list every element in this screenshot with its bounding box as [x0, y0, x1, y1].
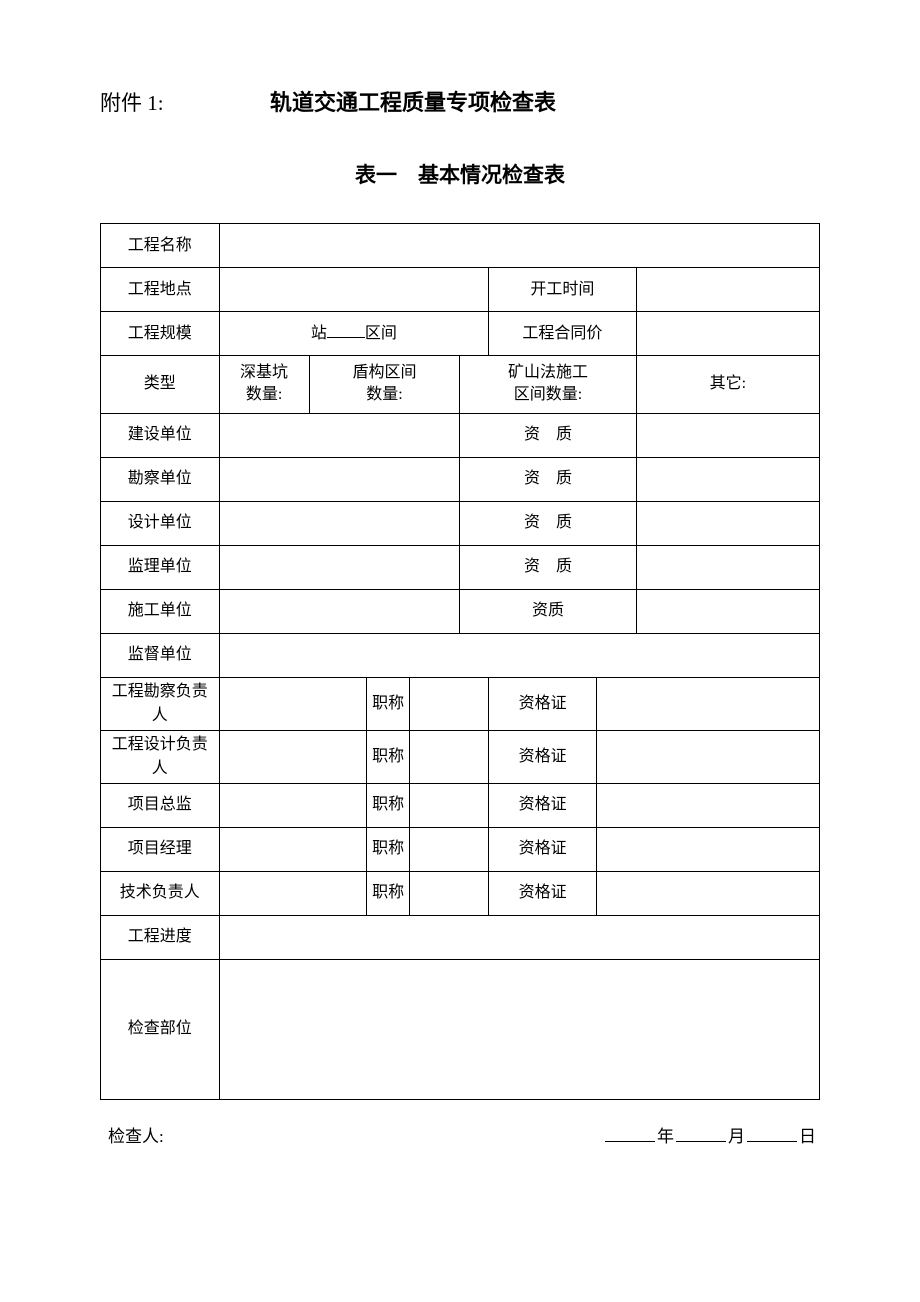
value-qual-5[interactable]: [636, 589, 819, 633]
type-deep-pit[interactable]: 深基坑数量:: [219, 356, 309, 414]
value-rank-5[interactable]: [410, 871, 489, 915]
value-cert-2[interactable]: [597, 730, 820, 783]
label-cert-2: 资格证: [489, 730, 597, 783]
value-qual-2[interactable]: [636, 457, 819, 501]
type-other[interactable]: 其它:: [636, 356, 819, 414]
value-rank-2[interactable]: [410, 730, 489, 783]
attachment-label: 附件 1:: [100, 87, 270, 117]
value-survey-leader[interactable]: [219, 677, 366, 730]
value-start-time[interactable]: [636, 268, 819, 312]
label-contractor-unit: 施工单位: [101, 589, 220, 633]
value-rank-4[interactable]: [410, 827, 489, 871]
value-qual-3[interactable]: [636, 501, 819, 545]
value-oversight-unit[interactable]: [219, 633, 819, 677]
label-design-leader: 工程设计负责人: [101, 730, 220, 783]
value-cert-5[interactable]: [597, 871, 820, 915]
value-qual-4[interactable]: [636, 545, 819, 589]
label-type: 类型: [101, 356, 220, 414]
label-survey-leader: 工程勘察负责人: [101, 677, 220, 730]
value-project-scale[interactable]: 站区间: [219, 312, 489, 356]
value-inspection-part[interactable]: [219, 959, 819, 1099]
page-subtitle: 表一 基本情况检查表: [100, 159, 820, 189]
value-supervision-unit[interactable]: [219, 545, 460, 589]
label-rank-2: 职称: [367, 730, 410, 783]
label-project-name: 工程名称: [101, 224, 220, 268]
label-qual-2: 资 质: [460, 457, 636, 501]
label-qual-1: 资 质: [460, 413, 636, 457]
label-supervision-unit: 监理单位: [101, 545, 220, 589]
label-oversight-unit: 监督单位: [101, 633, 220, 677]
label-qual-4: 资 质: [460, 545, 636, 589]
label-rank-1: 职称: [367, 677, 410, 730]
inspector-label: 检查人:: [108, 1122, 164, 1147]
label-cert-3: 资格证: [489, 783, 597, 827]
label-project-location: 工程地点: [101, 268, 220, 312]
value-project-name[interactable]: [219, 224, 819, 268]
value-cert-4[interactable]: [597, 827, 820, 871]
label-start-time: 开工时间: [489, 268, 636, 312]
label-inspection-part: 检查部位: [101, 959, 220, 1099]
label-design-unit: 设计单位: [101, 501, 220, 545]
value-design-leader[interactable]: [219, 730, 366, 783]
value-progress[interactable]: [219, 915, 819, 959]
label-rank-4: 职称: [367, 827, 410, 871]
value-cert-3[interactable]: [597, 783, 820, 827]
label-tech-leader: 技术负责人: [101, 871, 220, 915]
label-contract-price: 工程合同价: [489, 312, 636, 356]
value-contractor-unit[interactable]: [219, 589, 460, 633]
label-qual-3: 资 质: [460, 501, 636, 545]
label-rank-3: 职称: [367, 783, 410, 827]
value-rank-1[interactable]: [410, 677, 489, 730]
value-design-unit[interactable]: [219, 501, 460, 545]
label-cert-5: 资格证: [489, 871, 597, 915]
label-survey-unit: 勘察单位: [101, 457, 220, 501]
label-project-manager: 项目经理: [101, 827, 220, 871]
label-cert-4: 资格证: [489, 827, 597, 871]
label-qual-5: 资质: [460, 589, 636, 633]
type-mining[interactable]: 矿山法施工区间数量:: [460, 356, 636, 414]
label-construction-unit: 建设单位: [101, 413, 220, 457]
value-project-manager[interactable]: [219, 827, 366, 871]
inspection-table: 工程名称 工程地点 开工时间 工程规模 站区间 工程合同价 类型 深基坑数量: …: [100, 223, 820, 1100]
page-title: 轨道交通工程质量专项检查表: [270, 85, 556, 117]
value-qual-1[interactable]: [636, 413, 819, 457]
value-rank-3[interactable]: [410, 783, 489, 827]
value-contract-price[interactable]: [636, 312, 819, 356]
value-tech-leader[interactable]: [219, 871, 366, 915]
date-field[interactable]: 年月日: [603, 1122, 816, 1147]
label-cert-1: 资格证: [489, 677, 597, 730]
value-chief-supervisor[interactable]: [219, 783, 366, 827]
value-cert-1[interactable]: [597, 677, 820, 730]
type-shield[interactable]: 盾构区间数量:: [309, 356, 460, 414]
label-chief-supervisor: 项目总监: [101, 783, 220, 827]
value-survey-unit[interactable]: [219, 457, 460, 501]
label-progress: 工程进度: [101, 915, 220, 959]
value-project-location[interactable]: [219, 268, 489, 312]
value-construction-unit[interactable]: [219, 413, 460, 457]
label-project-scale: 工程规模: [101, 312, 220, 356]
label-rank-5: 职称: [367, 871, 410, 915]
